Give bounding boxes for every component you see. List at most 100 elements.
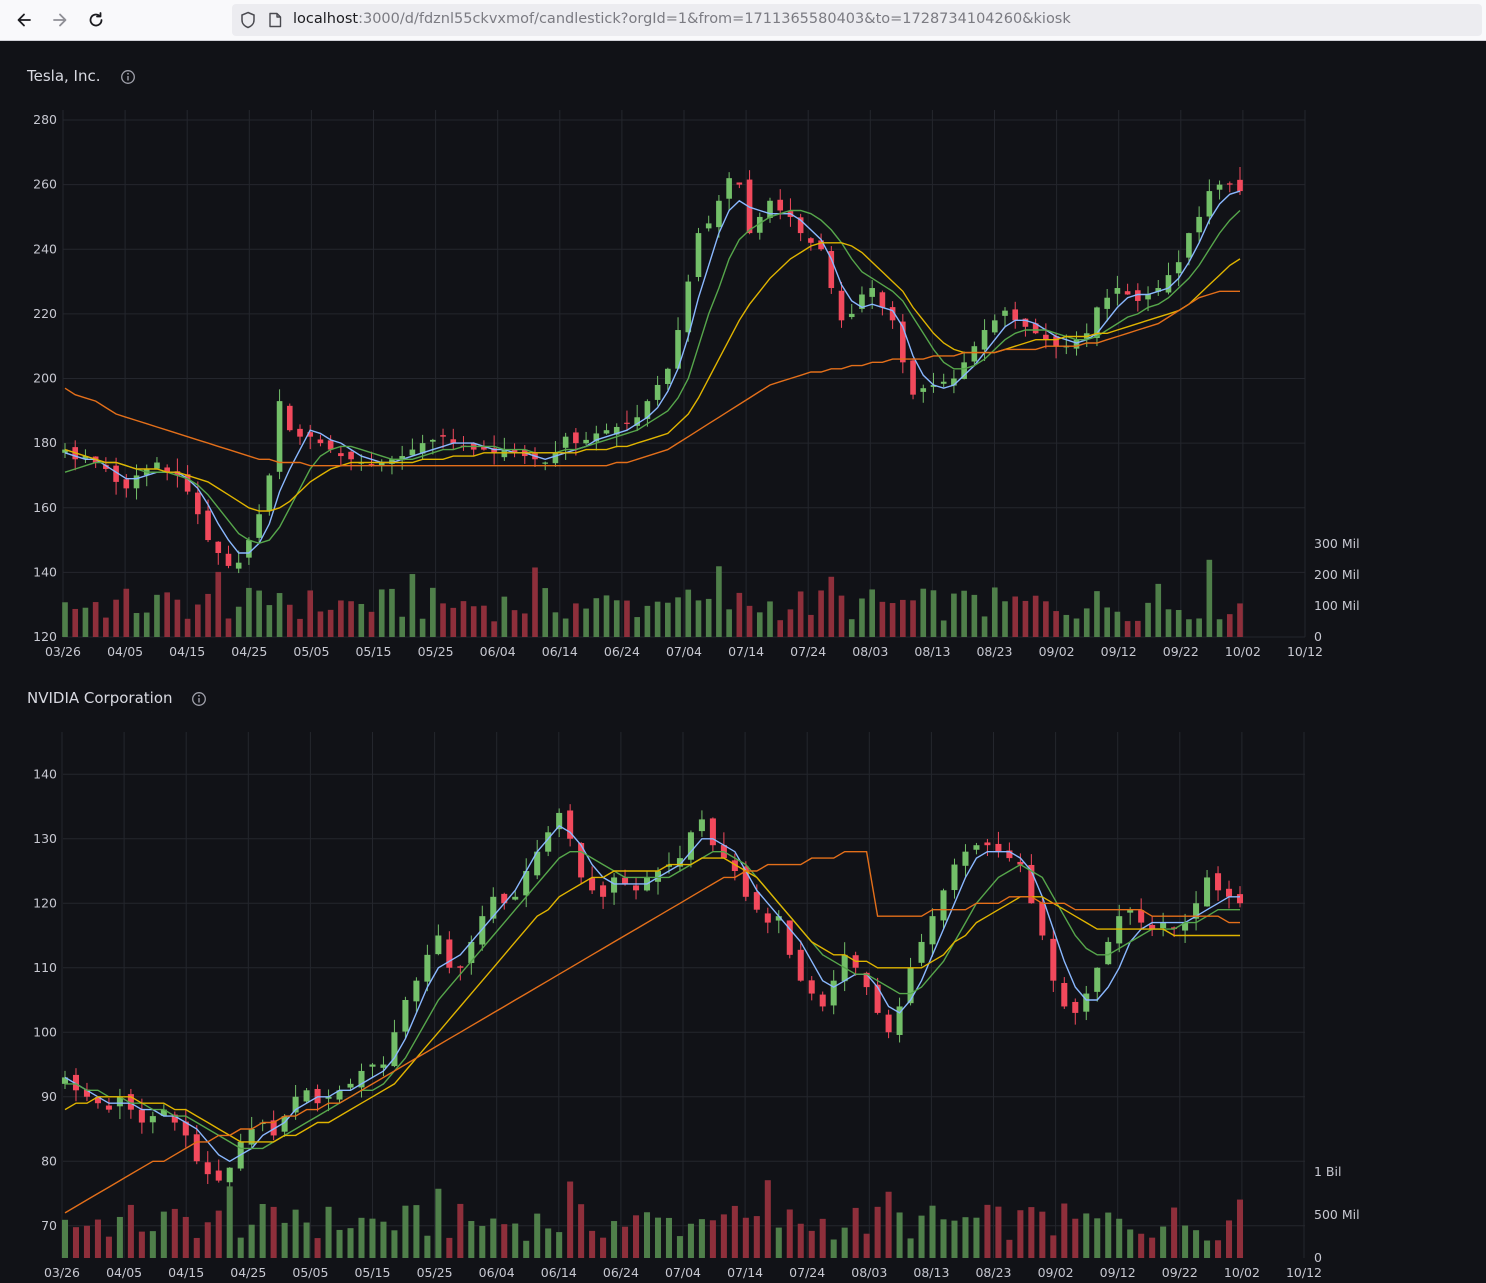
volume-bar	[767, 601, 773, 637]
volume-bar	[764, 1180, 771, 1258]
volume-bar	[1171, 1207, 1178, 1258]
candle-body	[523, 871, 530, 896]
volume-bar	[819, 1218, 826, 1258]
info-icon[interactable]	[120, 69, 136, 85]
volume-bar	[552, 612, 559, 637]
candle-body	[369, 1064, 376, 1067]
candle-body	[808, 238, 814, 243]
candle-body	[726, 178, 732, 199]
candle-body	[676, 858, 683, 867]
volume-bar	[698, 1219, 705, 1258]
moving-average-line-1	[64, 190, 1241, 554]
address-bar[interactable]: localhost:3000/d/fdznl55ckvxmof/candlest…	[232, 4, 1482, 36]
candle-body	[1061, 983, 1068, 1007]
volume-bar	[1216, 619, 1223, 637]
volume-bar	[1022, 600, 1029, 637]
x-tick-label: 06/04	[480, 644, 516, 659]
volume-bar	[246, 587, 252, 637]
candle-body	[634, 417, 640, 426]
candle-body	[491, 448, 497, 453]
volume-bar	[930, 590, 937, 637]
info-icon[interactable]	[191, 691, 207, 707]
candle-body	[665, 864, 672, 867]
volume-bar	[1028, 1207, 1035, 1258]
candle-body	[336, 1090, 343, 1100]
volume-bar	[303, 1222, 310, 1258]
candle-body	[838, 290, 845, 321]
volume-bar	[583, 608, 589, 637]
candle-body	[171, 1114, 178, 1123]
volume-bar	[92, 602, 99, 637]
candle-body	[286, 405, 293, 431]
x-tick-label: 05/05	[292, 1265, 328, 1280]
y-tick-label: 200	[33, 371, 57, 386]
candle-body	[848, 313, 855, 318]
volume-bar	[716, 566, 722, 637]
volume-bar	[705, 598, 712, 637]
candle-body	[797, 949, 804, 981]
volume-bar	[971, 594, 978, 637]
candle-body	[1236, 894, 1244, 904]
candle-body	[951, 864, 958, 891]
candle-body	[479, 916, 486, 945]
moving-average-line-2	[64, 209, 1241, 545]
moving-average-line-4	[64, 290, 1240, 467]
x-tick-label: 07/24	[790, 644, 826, 659]
candle-body	[1155, 288, 1162, 292]
url-text[interactable]: localhost:3000/d/fdznl55ckvxmof/candlest…	[293, 11, 1071, 27]
candle-body	[368, 464, 375, 466]
candle-body	[1204, 877, 1211, 907]
forward-button[interactable]	[48, 8, 72, 32]
back-button[interactable]	[12, 8, 36, 32]
volume-bar	[164, 592, 170, 637]
volume-bar	[237, 1237, 244, 1258]
candle-body	[991, 320, 998, 333]
candle-body	[624, 422, 630, 424]
volume-bar	[869, 589, 875, 637]
volume-bar	[368, 611, 375, 637]
candle-body	[698, 819, 705, 832]
candle-body	[971, 346, 978, 362]
x-tick-label: 07/14	[727, 1265, 763, 1280]
y-tick-label: 260	[33, 177, 57, 192]
volume-bar	[435, 1188, 442, 1258]
candle-body	[603, 430, 610, 434]
candle-body	[501, 893, 508, 904]
candle-body	[736, 182, 743, 185]
y-tick-label: 120	[33, 895, 57, 910]
candle-body	[828, 250, 835, 289]
volume-bar	[1204, 1240, 1211, 1258]
candle-body	[1206, 191, 1213, 217]
candle-body	[348, 451, 354, 460]
volume-bar	[82, 607, 89, 637]
candle-body	[1216, 184, 1223, 190]
x-tick-label: 09/22	[1163, 644, 1199, 659]
volume-bar	[951, 593, 957, 637]
volume-bar	[929, 1205, 936, 1258]
volume-bar	[695, 600, 702, 637]
candle-body	[430, 439, 436, 442]
volume-bar	[143, 612, 150, 637]
volume-bar	[889, 603, 896, 637]
candle-body	[1165, 275, 1172, 293]
volume-bar	[687, 1223, 694, 1258]
volume-bar	[184, 618, 191, 637]
candle-body	[1105, 941, 1112, 965]
volume-bar	[174, 599, 181, 637]
candle-body	[154, 462, 160, 469]
volume-bar	[787, 609, 794, 637]
candle-body	[457, 966, 464, 968]
candle-body	[929, 916, 936, 945]
volume-bar	[777, 620, 784, 637]
volume-bar	[600, 1237, 607, 1258]
candle-body	[1225, 888, 1233, 897]
candle-body	[292, 1096, 299, 1113]
candle-body	[777, 199, 784, 211]
candle-body	[94, 1097, 101, 1104]
volume-bar	[613, 600, 620, 637]
reload-button[interactable]	[84, 8, 108, 32]
y-tick-label: 100	[33, 1024, 57, 1039]
volume-bar	[644, 605, 651, 637]
x-tick-label: 08/23	[975, 1265, 1011, 1280]
x-tick-label: 10/02	[1224, 1265, 1260, 1280]
